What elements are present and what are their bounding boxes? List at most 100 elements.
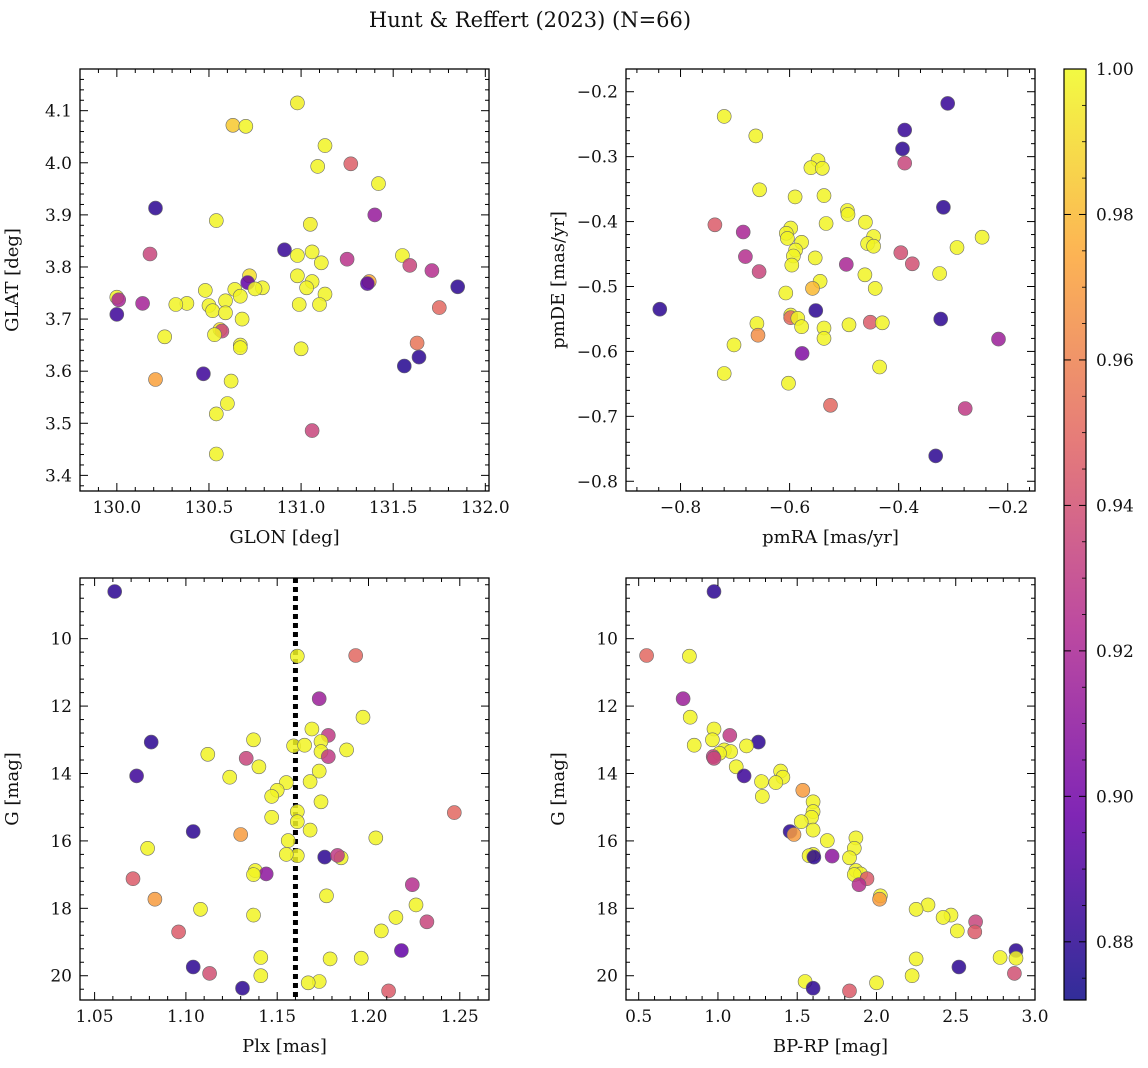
data-point	[866, 238, 881, 254]
y-tick-label: 16	[50, 832, 72, 852]
x-tick-label: 1.05	[76, 1007, 114, 1027]
data-point	[225, 118, 241, 133]
data-point	[936, 200, 951, 215]
data-point	[974, 229, 990, 245]
y-tick-label: −0.5	[577, 277, 618, 297]
data-point	[280, 833, 296, 848]
data-point	[289, 648, 305, 664]
x-tick-label: 130.5	[185, 498, 234, 518]
x-tick-label: −0.6	[769, 498, 810, 518]
data-point	[300, 975, 316, 991]
data-point	[291, 297, 307, 312]
data-point	[935, 910, 951, 925]
data-point	[786, 827, 802, 842]
data-point	[135, 296, 150, 311]
data-point	[339, 742, 354, 758]
data-point	[819, 833, 835, 848]
x-axis-label: BP-RP [mag]	[773, 1036, 888, 1057]
data-point	[818, 216, 834, 231]
data-point	[205, 303, 220, 319]
x-tick-label: 131.5	[369, 498, 418, 518]
data-point	[893, 245, 909, 260]
data-point	[705, 732, 720, 748]
y-tick-label: 12	[596, 697, 618, 717]
data-point	[682, 648, 697, 664]
data-point	[223, 373, 239, 389]
y-tick-label: 18	[596, 899, 618, 919]
data-point	[193, 901, 208, 917]
data-point	[233, 340, 248, 356]
data-point	[238, 750, 254, 766]
data-point	[795, 782, 811, 798]
plot-area	[626, 578, 1035, 1000]
data-point	[253, 968, 269, 984]
data-point	[411, 349, 427, 365]
data-point	[222, 769, 237, 785]
colorbar-tick-label: 1.00	[1096, 60, 1134, 80]
data-point	[247, 281, 263, 297]
data-point	[842, 983, 857, 999]
y-axis-label: pmDE [mas/yr]	[548, 211, 569, 349]
data-point	[343, 156, 359, 172]
data-point	[304, 244, 320, 260]
data-point	[310, 159, 326, 174]
data-point	[949, 240, 965, 255]
y-tick-label: 10	[596, 630, 618, 650]
data-point	[148, 200, 163, 216]
data-point	[840, 207, 856, 222]
data-point	[168, 297, 184, 312]
data-point	[200, 746, 216, 762]
data-point	[949, 923, 965, 939]
data-point	[218, 305, 233, 321]
data-point	[957, 401, 973, 416]
data-point	[264, 809, 280, 825]
data-point	[857, 267, 873, 283]
y-tick-label: 18	[50, 899, 72, 919]
y-tick-label: −0.3	[577, 148, 618, 168]
data-point	[107, 584, 122, 599]
data-point	[933, 311, 949, 327]
data-point	[726, 337, 742, 353]
data-point	[253, 950, 269, 965]
data-point	[991, 331, 1006, 347]
data-point	[299, 280, 314, 296]
data-point	[780, 231, 795, 246]
data-point	[738, 249, 753, 264]
y-tick-label: 3.7	[45, 310, 72, 330]
data-point	[129, 768, 144, 784]
data-point	[277, 242, 292, 258]
data-point	[807, 250, 823, 266]
data-point	[872, 891, 887, 907]
data-point	[735, 224, 751, 240]
data-point	[754, 774, 769, 789]
data-point	[858, 214, 873, 230]
y-tick-label: 14	[50, 764, 72, 784]
data-point	[908, 901, 924, 917]
data-point	[739, 738, 754, 754]
data-point	[220, 396, 235, 411]
data-point	[185, 959, 201, 975]
data-point	[808, 303, 824, 318]
data-point	[396, 358, 412, 374]
data-point	[233, 288, 248, 304]
data-point	[147, 891, 163, 907]
data-point	[246, 732, 261, 748]
data-point	[805, 281, 820, 296]
data-point	[904, 256, 920, 272]
data-point	[408, 897, 424, 913]
data-point	[355, 709, 371, 725]
x-tick-label: 1.5	[784, 1007, 811, 1027]
data-point	[716, 109, 732, 124]
y-tick-label: 12	[50, 697, 72, 717]
x-axis-label: Plx [mas]	[242, 1036, 327, 1057]
colorbar-frame	[1063, 68, 1087, 1001]
colorbar: 0.88 0.90 0.92 0.94 0.96 0.98 1.00	[1063, 60, 1134, 1001]
data-point	[330, 848, 345, 863]
y-tick-label: −0.6	[577, 342, 618, 362]
colorbar-gradient	[1064, 69, 1086, 1000]
data-point	[207, 327, 222, 343]
data-point	[895, 141, 910, 157]
data-point	[754, 789, 770, 804]
data-point	[404, 877, 420, 893]
x-tick-label: −0.4	[878, 498, 919, 518]
